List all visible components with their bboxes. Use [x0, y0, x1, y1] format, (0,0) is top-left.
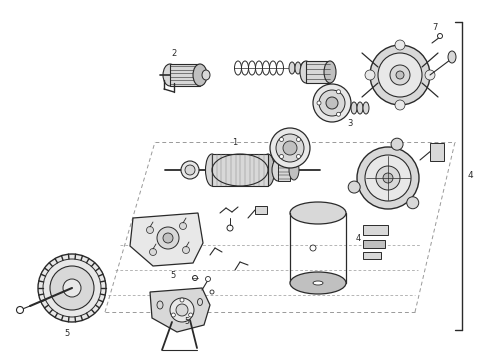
Text: 2: 2: [172, 49, 176, 58]
Ellipse shape: [365, 155, 411, 201]
Ellipse shape: [262, 154, 274, 186]
Ellipse shape: [63, 279, 81, 297]
Text: 5: 5: [64, 328, 70, 338]
Ellipse shape: [337, 112, 341, 116]
Ellipse shape: [38, 254, 106, 322]
Text: 1: 1: [232, 138, 238, 147]
Ellipse shape: [376, 166, 400, 190]
Text: 4: 4: [355, 234, 361, 243]
Ellipse shape: [438, 33, 442, 39]
Ellipse shape: [357, 147, 419, 209]
Ellipse shape: [176, 304, 188, 316]
Bar: [363, 240, 385, 248]
Ellipse shape: [317, 101, 321, 105]
Ellipse shape: [319, 90, 345, 116]
Ellipse shape: [272, 159, 284, 181]
Ellipse shape: [326, 97, 338, 109]
Ellipse shape: [170, 298, 194, 322]
Ellipse shape: [279, 138, 284, 141]
Ellipse shape: [448, 51, 456, 63]
Ellipse shape: [365, 70, 375, 80]
Ellipse shape: [17, 306, 24, 314]
Ellipse shape: [313, 281, 323, 285]
Ellipse shape: [163, 233, 173, 243]
Ellipse shape: [378, 53, 422, 97]
Ellipse shape: [185, 165, 195, 175]
Ellipse shape: [149, 248, 156, 256]
Bar: [255, 206, 267, 214]
Ellipse shape: [193, 275, 197, 280]
Ellipse shape: [181, 161, 199, 179]
Ellipse shape: [290, 272, 346, 294]
Ellipse shape: [383, 173, 393, 183]
Ellipse shape: [157, 301, 163, 309]
Ellipse shape: [197, 298, 202, 306]
Ellipse shape: [182, 247, 190, 253]
Text: 3: 3: [347, 118, 353, 127]
Ellipse shape: [324, 61, 336, 83]
Ellipse shape: [310, 245, 316, 251]
Ellipse shape: [50, 266, 94, 310]
Ellipse shape: [147, 226, 153, 234]
Ellipse shape: [290, 202, 346, 224]
Polygon shape: [150, 288, 210, 332]
Ellipse shape: [395, 100, 405, 110]
Ellipse shape: [179, 222, 187, 230]
Ellipse shape: [43, 259, 101, 317]
Ellipse shape: [307, 62, 313, 74]
Ellipse shape: [370, 45, 430, 105]
Bar: [430, 143, 444, 161]
Ellipse shape: [210, 290, 214, 294]
Ellipse shape: [289, 62, 295, 74]
Ellipse shape: [289, 160, 299, 180]
Ellipse shape: [205, 154, 219, 186]
Polygon shape: [278, 159, 290, 181]
Ellipse shape: [172, 313, 175, 317]
Ellipse shape: [163, 64, 177, 86]
Bar: [363, 225, 388, 235]
Ellipse shape: [157, 227, 179, 249]
Ellipse shape: [363, 102, 369, 114]
Polygon shape: [170, 64, 200, 86]
Text: 7: 7: [432, 23, 438, 32]
Ellipse shape: [279, 154, 284, 158]
Ellipse shape: [295, 62, 301, 74]
Ellipse shape: [296, 154, 300, 158]
Ellipse shape: [407, 197, 419, 209]
Ellipse shape: [270, 128, 310, 168]
Ellipse shape: [351, 102, 357, 114]
Ellipse shape: [180, 298, 184, 302]
Ellipse shape: [391, 138, 403, 150]
Bar: [363, 252, 381, 259]
Ellipse shape: [296, 138, 300, 141]
Text: 5: 5: [185, 318, 190, 327]
Text: 5: 5: [171, 271, 175, 280]
Ellipse shape: [276, 134, 304, 162]
Text: 4: 4: [468, 171, 474, 180]
Ellipse shape: [205, 276, 211, 282]
Ellipse shape: [425, 70, 435, 80]
Ellipse shape: [313, 84, 351, 122]
Polygon shape: [306, 61, 330, 83]
Polygon shape: [212, 154, 268, 186]
Ellipse shape: [193, 64, 207, 86]
Ellipse shape: [348, 181, 360, 193]
Ellipse shape: [189, 313, 193, 317]
Ellipse shape: [301, 62, 307, 74]
Ellipse shape: [395, 40, 405, 50]
Ellipse shape: [357, 102, 363, 114]
Ellipse shape: [390, 65, 410, 85]
Ellipse shape: [202, 70, 210, 80]
Ellipse shape: [283, 141, 297, 155]
Ellipse shape: [227, 225, 233, 231]
Polygon shape: [130, 213, 203, 266]
Ellipse shape: [396, 71, 404, 79]
Ellipse shape: [337, 90, 341, 94]
Ellipse shape: [300, 61, 312, 83]
